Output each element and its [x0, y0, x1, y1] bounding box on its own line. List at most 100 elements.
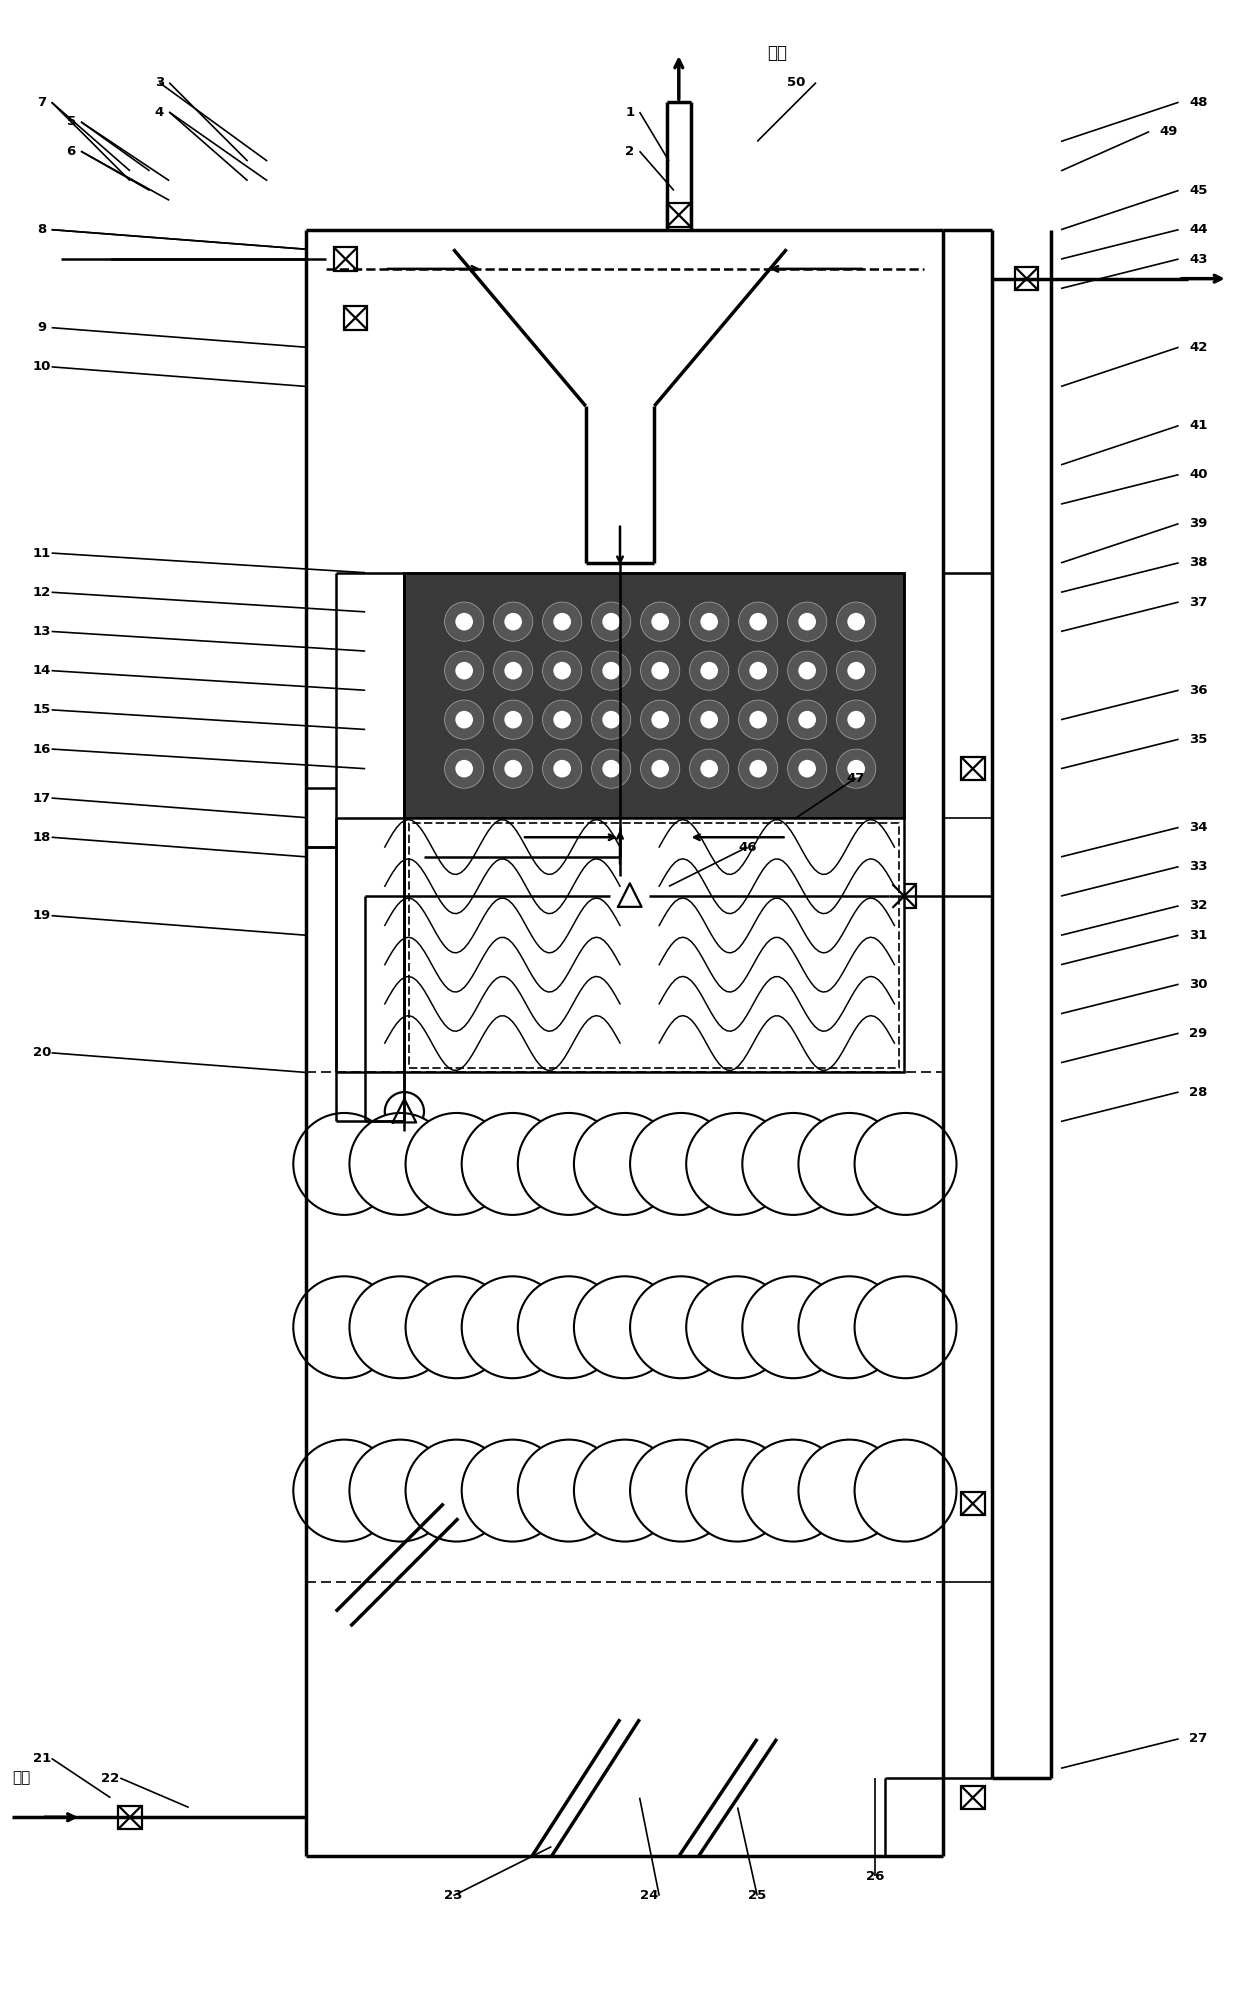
Circle shape — [749, 710, 768, 728]
Circle shape — [847, 662, 866, 680]
Circle shape — [739, 700, 777, 740]
Text: 27: 27 — [1189, 1733, 1208, 1745]
Circle shape — [505, 662, 522, 680]
Circle shape — [603, 662, 620, 680]
Circle shape — [455, 710, 472, 728]
Bar — [667, 203, 691, 227]
Bar — [404, 572, 904, 818]
Text: 11: 11 — [32, 546, 51, 560]
Circle shape — [743, 1113, 844, 1214]
Text: 25: 25 — [748, 1888, 766, 1902]
Text: 50: 50 — [787, 76, 806, 90]
Text: 36: 36 — [1189, 684, 1208, 696]
Circle shape — [689, 750, 729, 788]
Text: 44: 44 — [1189, 223, 1208, 235]
Text: 38: 38 — [1189, 556, 1208, 570]
Circle shape — [574, 1113, 676, 1214]
Circle shape — [350, 1113, 451, 1214]
Circle shape — [749, 760, 768, 778]
Text: 30: 30 — [1189, 977, 1208, 991]
Text: 49: 49 — [1159, 126, 1178, 138]
Circle shape — [445, 652, 484, 690]
Text: 9: 9 — [37, 321, 46, 335]
Bar — [404, 818, 904, 1073]
Circle shape — [651, 662, 670, 680]
Circle shape — [739, 602, 777, 642]
Circle shape — [294, 1440, 396, 1541]
Bar — [961, 1492, 985, 1515]
Text: 排气: 排气 — [768, 44, 787, 62]
Circle shape — [847, 710, 866, 728]
Text: 5: 5 — [67, 116, 76, 128]
Text: 35: 35 — [1189, 732, 1208, 746]
Circle shape — [494, 652, 533, 690]
Circle shape — [445, 602, 484, 642]
Circle shape — [603, 612, 620, 630]
Bar — [118, 1805, 141, 1828]
Circle shape — [837, 652, 875, 690]
Circle shape — [799, 710, 816, 728]
Circle shape — [743, 1276, 844, 1378]
Circle shape — [461, 1440, 564, 1541]
Bar — [1014, 267, 1038, 291]
Bar — [334, 247, 357, 271]
Text: 18: 18 — [32, 831, 51, 843]
Circle shape — [787, 700, 827, 740]
Circle shape — [445, 750, 484, 788]
Circle shape — [405, 1113, 507, 1214]
Text: 16: 16 — [32, 742, 51, 756]
Text: 42: 42 — [1189, 341, 1208, 353]
Circle shape — [591, 700, 631, 740]
Text: 进水: 进水 — [12, 1771, 31, 1785]
Bar — [961, 758, 985, 780]
Text: 37: 37 — [1189, 596, 1208, 608]
Bar — [404, 572, 904, 818]
Circle shape — [799, 612, 816, 630]
Circle shape — [854, 1113, 956, 1214]
Text: 48: 48 — [1189, 96, 1208, 110]
Circle shape — [543, 602, 582, 642]
Circle shape — [445, 700, 484, 740]
Text: 39: 39 — [1189, 516, 1208, 530]
Circle shape — [603, 760, 620, 778]
Circle shape — [505, 710, 522, 728]
Text: 19: 19 — [32, 909, 51, 921]
Text: 23: 23 — [444, 1888, 463, 1902]
Circle shape — [455, 760, 472, 778]
Circle shape — [837, 602, 875, 642]
Text: 17: 17 — [32, 792, 51, 804]
Circle shape — [701, 612, 718, 630]
Bar — [893, 883, 916, 907]
Circle shape — [494, 750, 533, 788]
Circle shape — [787, 602, 827, 642]
Circle shape — [350, 1276, 451, 1378]
Circle shape — [518, 1276, 620, 1378]
Circle shape — [799, 1276, 900, 1378]
Circle shape — [591, 750, 631, 788]
Circle shape — [591, 652, 631, 690]
Circle shape — [686, 1276, 789, 1378]
Circle shape — [591, 602, 631, 642]
Circle shape — [689, 700, 729, 740]
Circle shape — [749, 612, 768, 630]
Text: 26: 26 — [866, 1870, 884, 1882]
Circle shape — [799, 1440, 900, 1541]
Text: 22: 22 — [102, 1771, 119, 1785]
Circle shape — [518, 1113, 620, 1214]
Circle shape — [630, 1113, 732, 1214]
Circle shape — [749, 662, 768, 680]
Bar — [343, 307, 367, 329]
Circle shape — [553, 710, 570, 728]
Text: 29: 29 — [1189, 1027, 1208, 1039]
Text: 24: 24 — [640, 1888, 658, 1902]
Text: 1: 1 — [625, 106, 635, 118]
Circle shape — [641, 750, 680, 788]
Circle shape — [787, 750, 827, 788]
Circle shape — [630, 1276, 732, 1378]
Circle shape — [553, 662, 570, 680]
Circle shape — [574, 1440, 676, 1541]
Text: 43: 43 — [1189, 253, 1208, 265]
Text: 34: 34 — [1189, 822, 1208, 833]
Circle shape — [543, 700, 582, 740]
Text: 7: 7 — [37, 96, 46, 110]
